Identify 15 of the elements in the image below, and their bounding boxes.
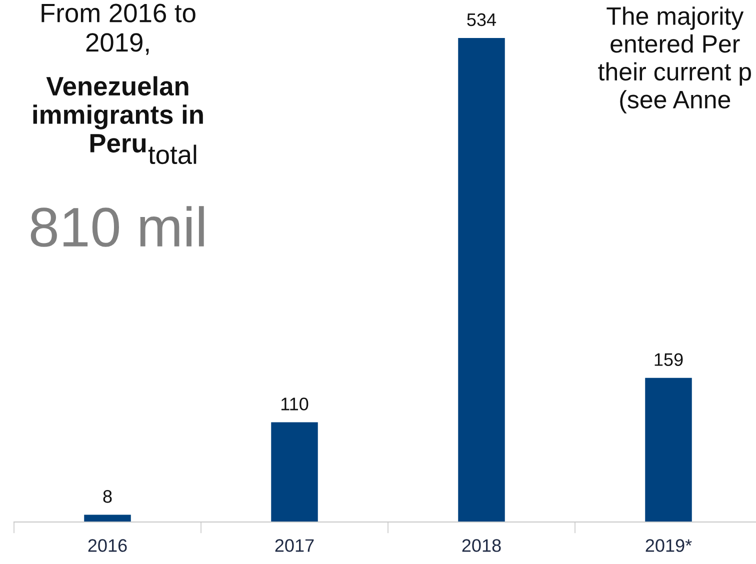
data-label: 110: [281, 398, 308, 410]
x-tick-label: 2017: [275, 539, 314, 552]
bar: [84, 514, 131, 522]
data-label: 8: [103, 490, 112, 503]
x-tick-label: 2016: [88, 539, 127, 552]
annotation: From 2016 to 2019,: [42, 4, 196, 55]
annotation: The majority entered Per their current p (see Anne: [598, 6, 751, 114]
x-tick-label: 2019*: [646, 539, 692, 552]
data-label: 159: [654, 353, 683, 366]
x-tick-label: 2018: [462, 539, 501, 552]
bar: [271, 422, 318, 522]
bar: [458, 38, 505, 522]
annotation: 810 mil: [30, 206, 204, 247]
data-label: 534: [467, 13, 496, 26]
bar: [645, 378, 692, 522]
